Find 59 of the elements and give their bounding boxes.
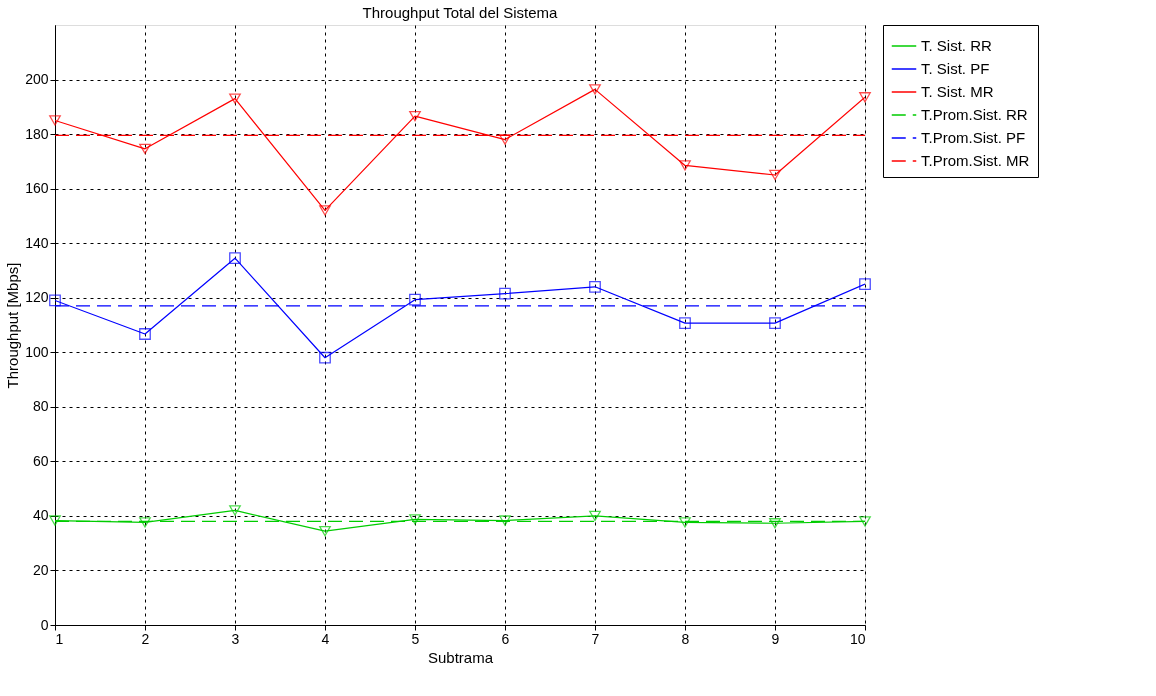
x-tick-label: 7 — [591, 630, 600, 647]
point — [499, 287, 511, 300]
point — [229, 93, 241, 104]
point — [589, 84, 601, 95]
x-tick-label: 6 — [501, 630, 510, 647]
point — [499, 134, 511, 145]
point — [139, 143, 151, 155]
point — [49, 515, 61, 526]
point — [229, 505, 241, 516]
point — [859, 92, 871, 103]
point — [409, 110, 421, 122]
point — [769, 317, 781, 329]
legend-label: T.Prom.Sist. MR — [921, 152, 1030, 169]
x-tick-label: 2 — [141, 630, 150, 647]
point — [139, 517, 151, 528]
y-tick-label: 0 — [40, 616, 49, 633]
x-tick-label: 3 — [231, 630, 240, 647]
point — [589, 510, 601, 522]
point — [679, 160, 691, 171]
point — [229, 252, 241, 265]
x-tick-label: 9 — [771, 630, 780, 647]
y-tick-label: 200 — [25, 71, 49, 88]
point — [589, 280, 601, 293]
y-tick-label: 80 — [32, 398, 49, 415]
y-tick-label: 160 — [25, 180, 49, 197]
point — [319, 351, 331, 364]
point — [409, 293, 421, 306]
chart-title: Throughput Total del Sistema — [362, 3, 559, 21]
y-axis-title: Throughput [Mbps] — [4, 262, 22, 389]
point — [49, 294, 61, 307]
y-tick-label: 60 — [32, 452, 49, 469]
x-tick-label: 1 — [55, 630, 64, 647]
x-axis-title: Subtrama — [427, 648, 494, 666]
x-tick-label: 10 — [849, 630, 866, 647]
point — [679, 517, 691, 528]
legend-label: T. Sist. RR — [921, 37, 993, 54]
point — [859, 278, 871, 290]
y-tick-label: 40 — [32, 507, 49, 524]
legend-label: T.Prom.Sist. RR — [921, 106, 1028, 123]
point — [409, 514, 421, 525]
point — [679, 317, 691, 329]
y-tick-label: 180 — [25, 125, 49, 142]
x-tick-label: 8 — [681, 630, 690, 647]
point — [319, 205, 331, 216]
point — [859, 516, 871, 527]
point — [49, 115, 61, 126]
point — [769, 169, 781, 181]
y-tick-label: 20 — [32, 561, 49, 578]
point — [499, 515, 511, 526]
legend-label: T. Sist. PF — [921, 60, 990, 77]
x-tick-label: 4 — [321, 630, 330, 647]
x-tick-label: 5 — [411, 630, 420, 647]
legend-label: T. Sist. MR — [921, 83, 994, 100]
legend-label: T.Prom.Sist. PF — [921, 129, 1026, 146]
point — [139, 328, 151, 340]
y-tick-label: 140 — [25, 234, 49, 251]
y-tick-label: 100 — [25, 343, 49, 360]
y-tick-label: 120 — [25, 289, 49, 306]
point — [319, 525, 331, 537]
